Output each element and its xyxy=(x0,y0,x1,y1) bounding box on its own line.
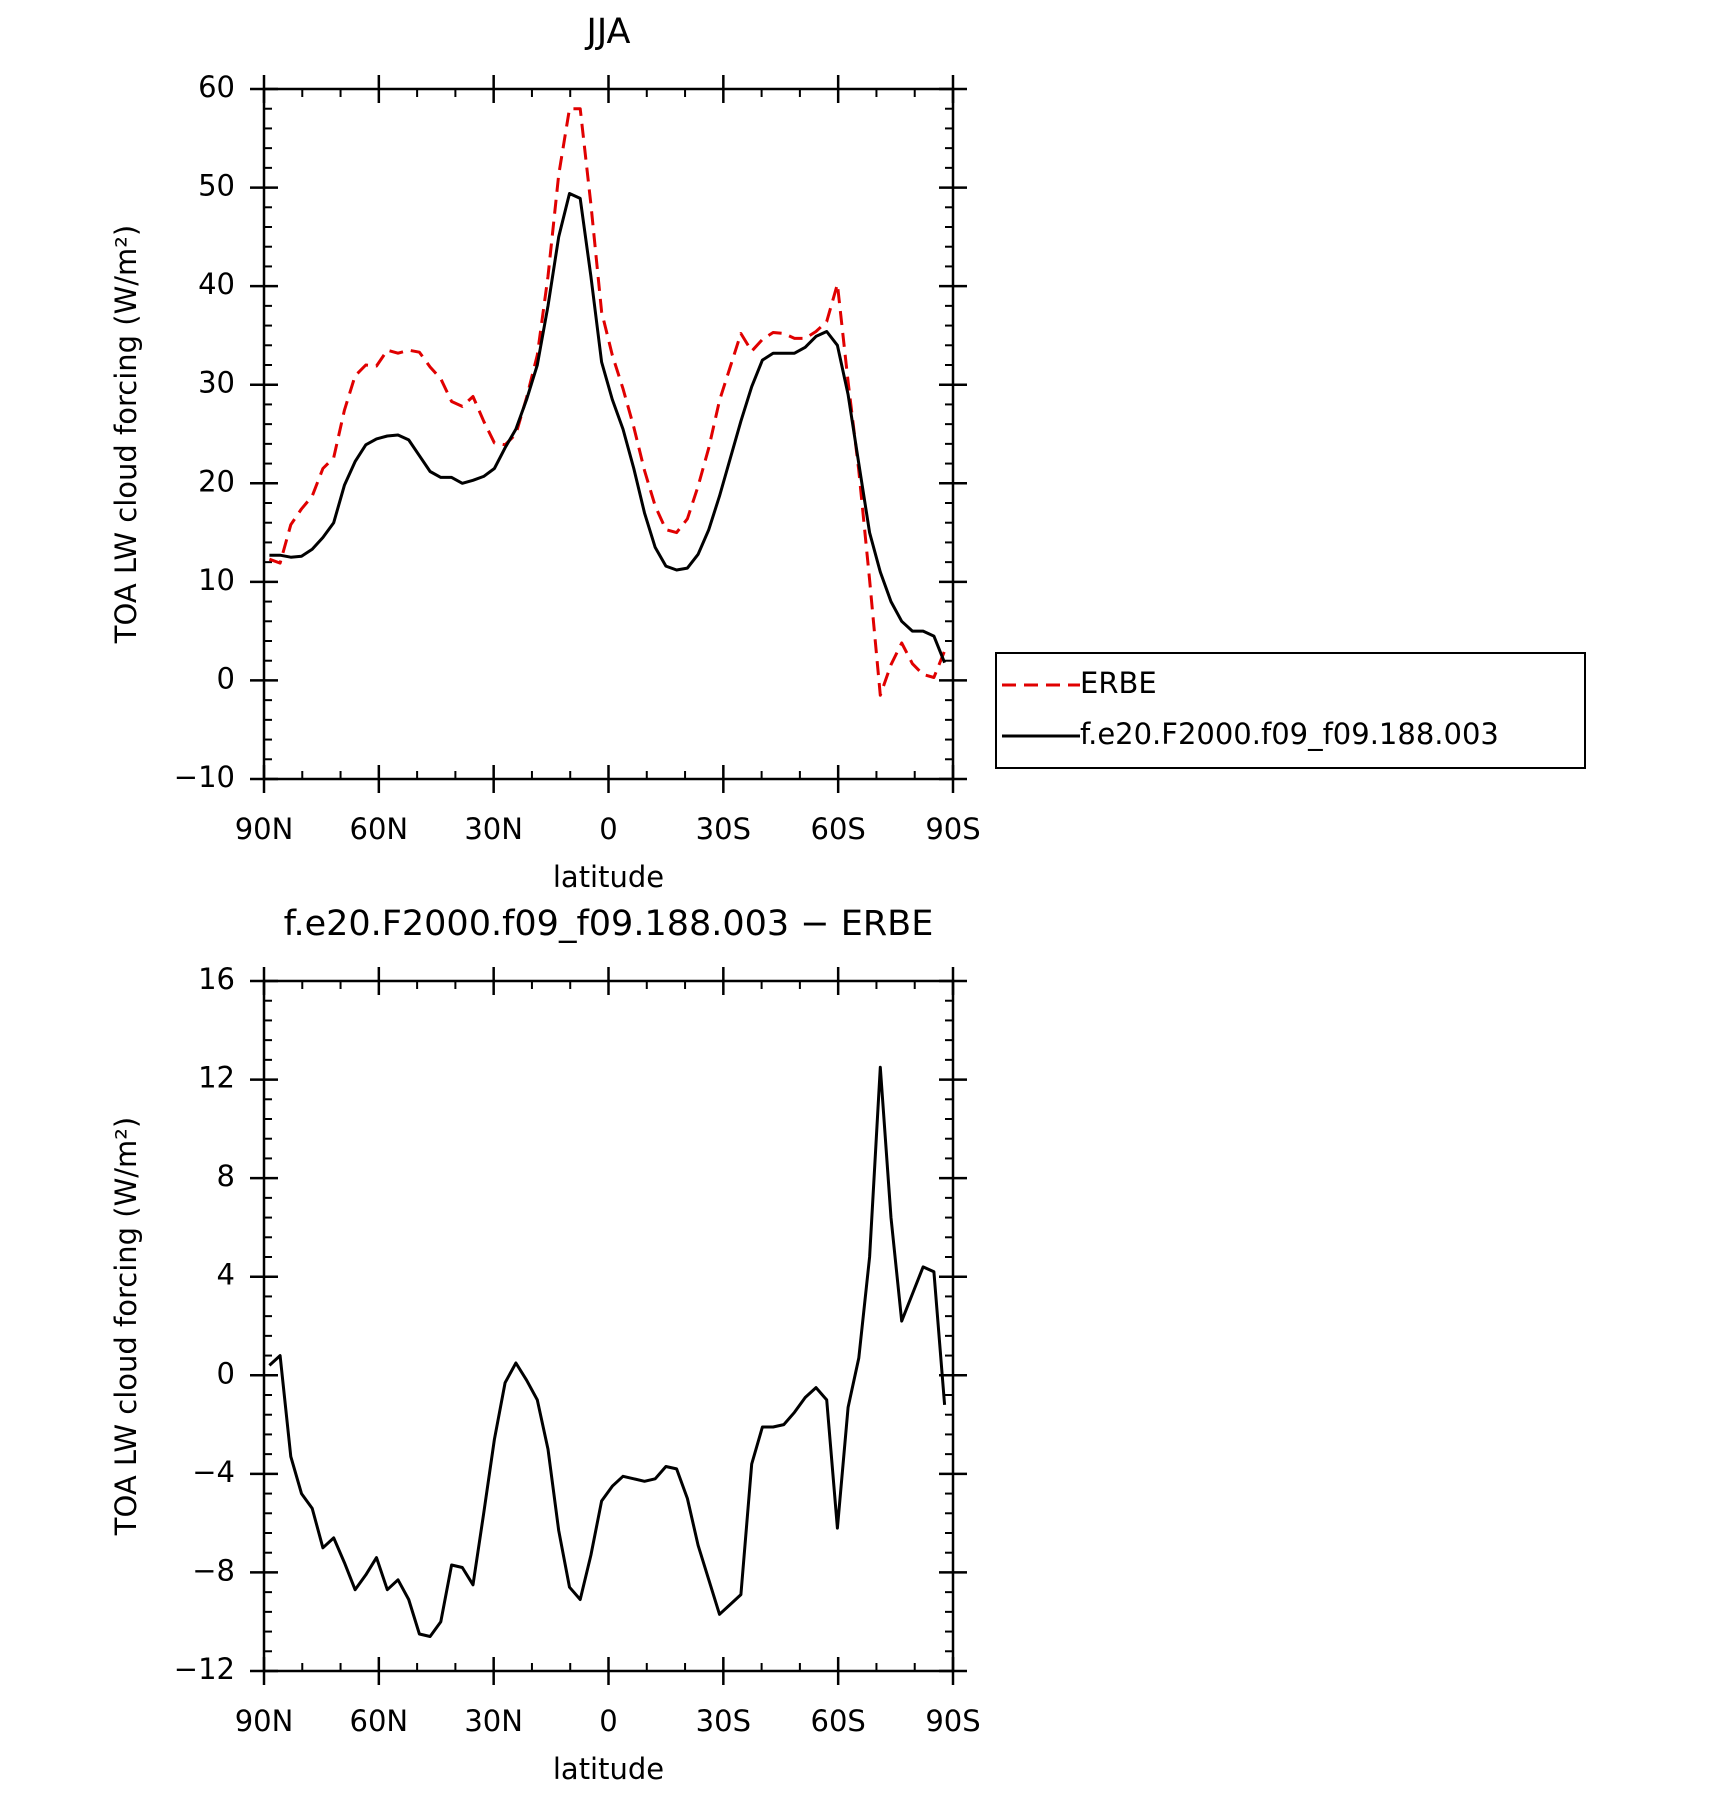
y-tick-label: 20 xyxy=(198,464,235,498)
x-tick-label: 90N xyxy=(235,812,294,846)
y-tick-label: −4 xyxy=(192,1455,235,1489)
x-tick-label: 30N xyxy=(464,1704,523,1738)
x-tick-label: 0 xyxy=(599,1704,617,1738)
y-tick-label: −10 xyxy=(174,760,235,794)
y-tick-label: −8 xyxy=(192,1553,235,1587)
y-tick-label: 0 xyxy=(217,1356,235,1390)
plot-frame xyxy=(262,979,955,1673)
y-tick-label: 16 xyxy=(198,962,235,996)
series-line xyxy=(269,192,946,664)
chart-title: f.e20.F2000.f09_f09.188.003 − ERBE xyxy=(284,904,934,944)
y-tick-label: 60 xyxy=(198,70,235,104)
chart-title: JJA xyxy=(585,12,631,52)
x-axis-label: latitude xyxy=(553,1752,664,1786)
y-tick-label: 0 xyxy=(217,661,235,695)
x-tick-label: 30N xyxy=(464,812,523,846)
x-tick-label: 90S xyxy=(925,812,980,846)
x-tick-label: 90S xyxy=(925,1704,980,1738)
y-tick-label: −12 xyxy=(174,1652,235,1686)
series-line xyxy=(268,1065,947,1638)
legend-label: f.e20.F2000.f09_f09.188.003 xyxy=(1080,717,1499,751)
y-tick-label: 4 xyxy=(217,1258,235,1292)
legend-box xyxy=(995,652,1586,769)
x-tick-label: 60N xyxy=(350,1704,409,1738)
plot-frame xyxy=(262,87,955,781)
y-tick-label: 30 xyxy=(198,366,235,400)
x-tick-label: 0 xyxy=(599,812,617,846)
series-line xyxy=(268,107,946,697)
y-tick-label: 8 xyxy=(217,1159,235,1193)
y-axis-label: TOA LW cloud forcing (W/m²) xyxy=(109,225,143,644)
x-tick-label: 30S xyxy=(696,812,751,846)
x-axis-label: latitude xyxy=(553,860,664,894)
x-tick-label: 60S xyxy=(811,1704,866,1738)
x-tick-label: 60N xyxy=(350,812,409,846)
y-axis-label: TOA LW cloud forcing (W/m²) xyxy=(109,1117,143,1536)
x-tick-label: 60S xyxy=(811,812,866,846)
y-tick-label: 12 xyxy=(198,1061,235,1095)
legend-label: ERBE xyxy=(1080,666,1157,700)
y-tick-label: 50 xyxy=(198,169,235,203)
y-tick-label: 40 xyxy=(198,267,235,301)
y-tick-label: 10 xyxy=(198,563,235,597)
x-tick-label: 90N xyxy=(235,1704,294,1738)
x-tick-label: 30S xyxy=(696,1704,751,1738)
